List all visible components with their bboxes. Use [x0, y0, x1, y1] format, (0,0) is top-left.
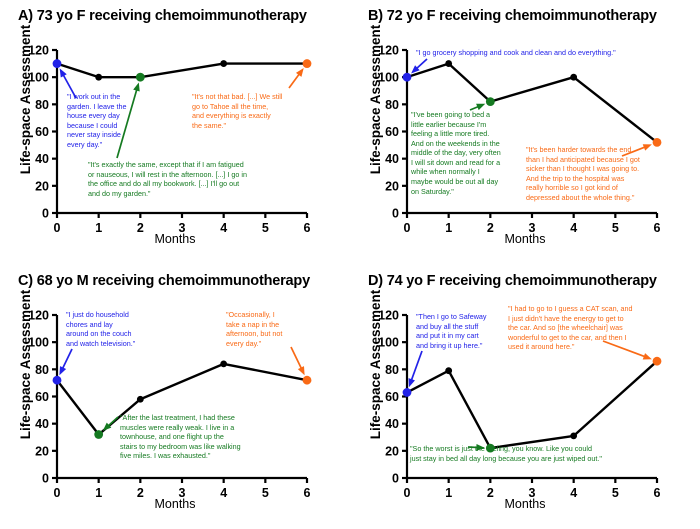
panel-b-plot: 0 20 40 60 80 100 120 0 1 2 3 4 5 6 [378, 44, 662, 235]
svg-text:80: 80 [35, 363, 49, 377]
svg-text:0: 0 [404, 221, 411, 235]
panel-d-annotation-midpoint: "So the worst is just the feeling, you k… [410, 444, 602, 463]
svg-text:100: 100 [28, 336, 49, 350]
svg-text:20: 20 [385, 444, 399, 458]
panel-d-x-axis-label: Months [504, 497, 546, 511]
panel-c: C) 68 yo M receiving chemoimmunotherapy … [0, 265, 350, 529]
panel-a-plot: 0 20 40 60 80 100 120 0 1 2 3 4 5 6 [28, 44, 312, 235]
svg-text:40: 40 [385, 417, 399, 431]
svg-text:5: 5 [612, 486, 619, 500]
svg-text:3: 3 [529, 221, 536, 235]
svg-text:3: 3 [179, 486, 186, 500]
panel-a-annotation-baseline: "I work out in the garden. I leave the h… [67, 92, 127, 149]
panel-a-x-axis-label: Months [154, 232, 196, 246]
panel-a-title: A) 73 yo F receiving chemoimmunotherapy [18, 8, 307, 24]
svg-text:1: 1 [445, 486, 452, 500]
panel-b-annotation-baseline: "I go grocery shopping and cook and clea… [416, 48, 616, 57]
svg-text:100: 100 [28, 71, 49, 85]
svg-text:0: 0 [392, 207, 399, 221]
svg-text:2: 2 [487, 486, 494, 500]
svg-text:80: 80 [35, 98, 49, 112]
panel-b: B) 72 yo F receiving chemoimmunotherapy … [350, 0, 700, 264]
svg-text:6: 6 [654, 221, 661, 235]
svg-text:5: 5 [262, 486, 269, 500]
svg-text:1: 1 [445, 221, 452, 235]
svg-text:60: 60 [385, 390, 399, 404]
svg-text:4: 4 [570, 221, 577, 235]
panel-c-plot: 0 20 40 60 80 100 120 0 1 2 3 4 5 6 [28, 309, 312, 500]
panel-d-annotation-final: "I had to go to I guess a CAT scan, and … [508, 304, 633, 352]
panel-c-title: C) 68 yo M receiving chemoimmunotherapy [18, 273, 310, 289]
panel-c-annotation-final: "Occasionally, I take a nap in the after… [226, 310, 283, 348]
svg-text:120: 120 [378, 309, 399, 323]
svg-text:120: 120 [28, 44, 49, 58]
svg-text:0: 0 [42, 207, 49, 221]
panel-a: A) 73 yo F receiving chemoimmunotherapy … [0, 0, 350, 264]
svg-text:60: 60 [35, 125, 49, 139]
svg-text:1: 1 [95, 486, 102, 500]
svg-text:0: 0 [404, 486, 411, 500]
svg-text:20: 20 [385, 179, 399, 193]
svg-text:5: 5 [612, 221, 619, 235]
panel-b-x-axis-label: Months [504, 232, 546, 246]
panel-b-annotation-final: "It's been harder towards the end than I… [526, 145, 640, 202]
svg-text:0: 0 [392, 472, 399, 486]
svg-text:20: 20 [35, 179, 49, 193]
svg-text:60: 60 [35, 390, 49, 404]
svg-text:4: 4 [220, 221, 227, 235]
panel-d-plot: 0 20 40 60 80 100 120 0 1 2 3 4 5 6 [378, 309, 662, 500]
panel-c-annotation-midpoint: "After the last treatment, I had these m… [120, 413, 241, 461]
panel-c-annotation-baseline: "I just do household chores and lay arou… [66, 310, 136, 348]
panel-b-title: B) 72 yo F receiving chemoimmunotherapy [368, 8, 657, 24]
svg-text:0: 0 [54, 221, 61, 235]
svg-text:100: 100 [378, 71, 399, 85]
svg-text:80: 80 [385, 363, 399, 377]
svg-text:0: 0 [42, 472, 49, 486]
svg-text:40: 40 [35, 152, 49, 166]
svg-text:60: 60 [385, 125, 399, 139]
svg-text:1: 1 [95, 221, 102, 235]
svg-text:6: 6 [654, 486, 661, 500]
svg-text:4: 4 [570, 486, 577, 500]
panel-c-x-axis-label: Months [154, 497, 196, 511]
svg-text:40: 40 [35, 417, 49, 431]
svg-text:3: 3 [529, 486, 536, 500]
svg-text:0: 0 [54, 486, 61, 500]
svg-text:5: 5 [262, 221, 269, 235]
svg-text:20: 20 [35, 444, 49, 458]
svg-text:120: 120 [378, 44, 399, 58]
panel-d-annotation-baseline: "Then I go to Safeway and buy all the st… [416, 312, 487, 350]
svg-text:2: 2 [487, 221, 494, 235]
svg-text:4: 4 [220, 486, 227, 500]
panel-d: D) 74 yo F receiving chemoimmunotherapy … [350, 265, 700, 529]
svg-text:2: 2 [137, 486, 144, 500]
svg-text:2: 2 [137, 221, 144, 235]
svg-text:120: 120 [28, 309, 49, 323]
panel-d-title: D) 74 yo F receiving chemoimmunotherapy [368, 273, 657, 289]
svg-text:80: 80 [385, 98, 399, 112]
panel-a-annotation-midpoint: "It's exactly the same, except that if I… [88, 160, 248, 198]
svg-text:6: 6 [304, 486, 311, 500]
svg-text:6: 6 [304, 221, 311, 235]
svg-text:3: 3 [179, 221, 186, 235]
svg-text:40: 40 [385, 152, 399, 166]
panel-a-annotation-final: "It's not that bad. [...] We still go to… [192, 92, 283, 130]
svg-text:100: 100 [378, 336, 399, 350]
panel-b-annotation-midpoint: "I've been going to bed a little earlier… [411, 110, 501, 196]
